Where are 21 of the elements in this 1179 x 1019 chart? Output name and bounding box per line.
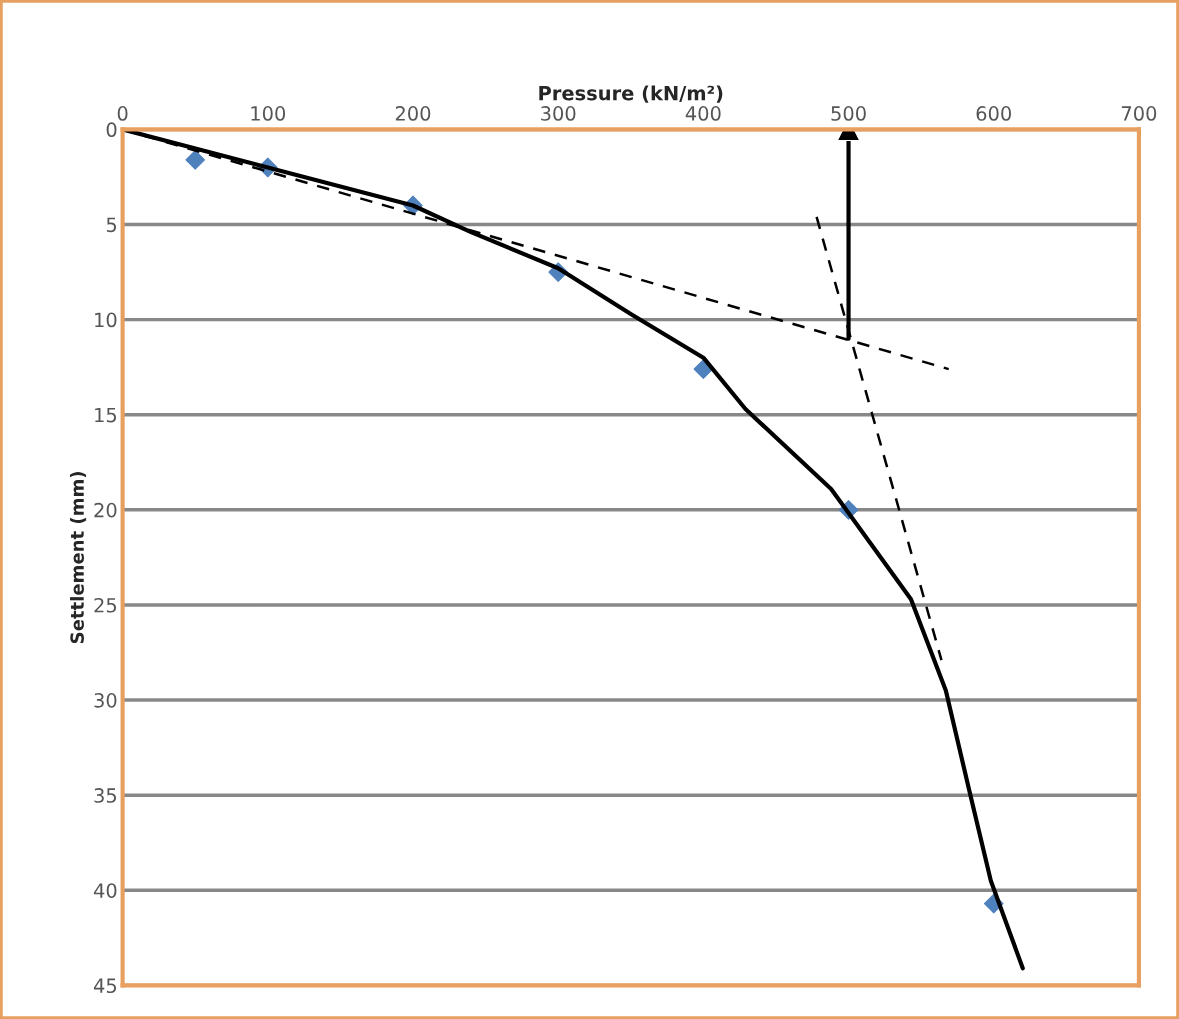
y-tick-label: 35 xyxy=(94,788,117,803)
x-tick-label: 300 xyxy=(541,106,576,121)
x-tick-label: 100 xyxy=(251,106,286,121)
x-axis-title: Pressure (kN/m²) xyxy=(539,85,723,103)
y-tick-label: 40 xyxy=(93,883,117,898)
x-tick-label: 500 xyxy=(831,106,866,121)
y-tick-label: 5 xyxy=(106,217,117,233)
y-tick-label: 20 xyxy=(94,502,117,518)
y-tick-label: 45 xyxy=(93,978,117,994)
point xyxy=(185,150,206,170)
y-tick-label: 0 xyxy=(106,122,117,138)
x-tick-label: 600 xyxy=(976,106,1011,121)
y-tick-label: 15 xyxy=(95,407,117,423)
x-tick-label: 400 xyxy=(685,106,721,121)
y-axis-title: Settlement (mm) xyxy=(69,471,87,644)
x-tick-label: 0 xyxy=(117,106,128,121)
y-tick-label: 25 xyxy=(94,597,117,613)
y-tick-label: 10 xyxy=(95,312,117,328)
x-tick-label: 700 xyxy=(1121,106,1157,121)
x-tick-label: 200 xyxy=(395,106,431,121)
y-tick-label: 30 xyxy=(94,693,117,708)
